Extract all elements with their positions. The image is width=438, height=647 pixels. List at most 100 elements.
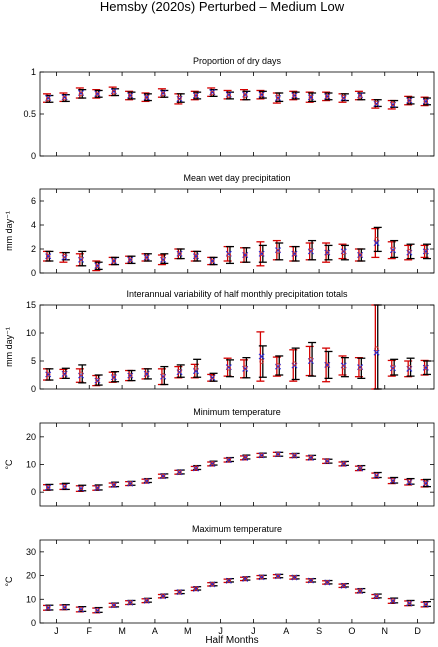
panel-4: Minimum temperature 0 10 20 °C <box>4 407 435 507</box>
month-tick-label: M <box>118 626 126 636</box>
data-point-group <box>108 602 120 609</box>
observed-mean-marker <box>258 574 265 581</box>
data-point-group <box>289 347 300 382</box>
model-mean-marker <box>128 481 133 486</box>
data-point-group <box>223 89 234 100</box>
panel-5: Maximum temperature 0 10 20 30 °C <box>4 524 435 628</box>
data-point-group <box>75 484 87 492</box>
data-point-group <box>174 93 185 105</box>
month-tick-label: F <box>87 626 93 636</box>
y-tick-label: 5 <box>31 356 36 366</box>
model-mean-marker <box>78 371 84 377</box>
model-mean-marker <box>95 91 100 97</box>
model-mean-marker <box>62 484 67 489</box>
model-mean-marker <box>357 94 363 99</box>
model-mean-marker <box>275 452 281 457</box>
plot-frame <box>39 71 435 157</box>
model-mean-marker <box>62 95 67 101</box>
y-tick-label: 30 <box>26 547 36 557</box>
model-mean-marker <box>390 598 396 603</box>
data-point-group <box>141 477 152 485</box>
model-mean-marker <box>160 256 166 261</box>
panel-title: Proportion of dry days <box>193 56 282 66</box>
model-mean-marker <box>62 604 67 610</box>
model-mean-marker <box>45 605 51 610</box>
data-point-group <box>92 88 103 99</box>
model-mean-marker <box>292 361 297 367</box>
plot-frame <box>39 188 435 274</box>
data-point-group <box>190 90 202 101</box>
model-mean-marker <box>242 576 248 581</box>
observed-mean-marker <box>422 480 429 487</box>
model-mean-marker <box>210 581 215 587</box>
data-point-group <box>420 601 431 608</box>
plot-frame <box>39 422 435 507</box>
y-tick-label: 15 <box>26 300 36 310</box>
plot-frame <box>39 539 435 624</box>
observed-mean-marker <box>176 250 183 257</box>
observed-mean-marker <box>127 92 134 99</box>
model-mean-marker <box>111 482 117 487</box>
model-mean-marker <box>374 237 379 242</box>
model-mean-marker <box>341 250 346 255</box>
observed-mean-marker <box>127 256 134 263</box>
data-point-group <box>92 374 103 387</box>
observed-mean-marker <box>324 93 331 100</box>
model-mean-marker <box>144 94 149 100</box>
model-mean-marker <box>242 93 248 98</box>
model-mean-marker <box>357 252 363 258</box>
data-point-group <box>289 574 300 581</box>
model-mean-marker <box>423 365 429 370</box>
data-point-group <box>92 484 103 492</box>
observed-mean-marker <box>307 94 314 101</box>
model-mean-marker <box>357 465 363 470</box>
model-mean-marker <box>128 257 133 263</box>
data-point-group <box>240 454 251 461</box>
data-point-group <box>240 575 251 582</box>
model-mean-marker <box>226 366 232 371</box>
observed-mean-marker <box>291 92 298 99</box>
data-point-group <box>387 99 399 110</box>
model-mean-marker <box>144 371 149 377</box>
model-mean-marker <box>45 253 51 259</box>
observed-mean-marker <box>406 97 413 104</box>
data-point-group <box>59 604 70 611</box>
model-mean-marker <box>226 457 232 462</box>
y-axis-label: °C <box>4 459 14 470</box>
observed-mean-marker <box>275 573 282 580</box>
y-axis-label: mm day⁻¹ <box>4 211 14 251</box>
data-point-group <box>272 239 284 261</box>
observed-mean-marker <box>143 94 150 101</box>
model-mean-marker <box>341 364 346 370</box>
data-point-group <box>207 256 218 266</box>
data-point-group <box>338 355 349 378</box>
observed-mean-marker <box>209 258 216 264</box>
data-point-group <box>190 585 202 592</box>
model-mean-marker <box>45 96 51 102</box>
y-tick-label: 6 <box>31 196 36 206</box>
data-point-group <box>272 92 284 104</box>
data-point-group <box>404 357 415 378</box>
model-mean-marker <box>292 251 297 257</box>
data-point-group <box>404 243 415 261</box>
model-mean-marker <box>45 484 51 490</box>
data-point-group <box>338 582 349 589</box>
model-mean-marker <box>275 573 281 579</box>
data-point-group <box>272 355 284 377</box>
data-point-group <box>141 597 152 604</box>
model-mean-marker <box>308 455 314 460</box>
model-mean-marker <box>407 98 412 103</box>
model-mean-marker <box>259 359 264 364</box>
observed-mean-marker <box>176 469 183 476</box>
data-point-group <box>141 92 152 103</box>
plot-frame <box>39 304 435 390</box>
month-tick-label: N <box>382 626 389 636</box>
data-point-group <box>256 331 267 382</box>
observed-mean-marker <box>373 349 380 356</box>
data-point-group <box>141 253 152 262</box>
observed-mean-marker <box>291 250 298 257</box>
model-mean-marker <box>259 92 264 97</box>
data-point-group <box>354 90 366 101</box>
model-mean-marker <box>193 253 199 259</box>
